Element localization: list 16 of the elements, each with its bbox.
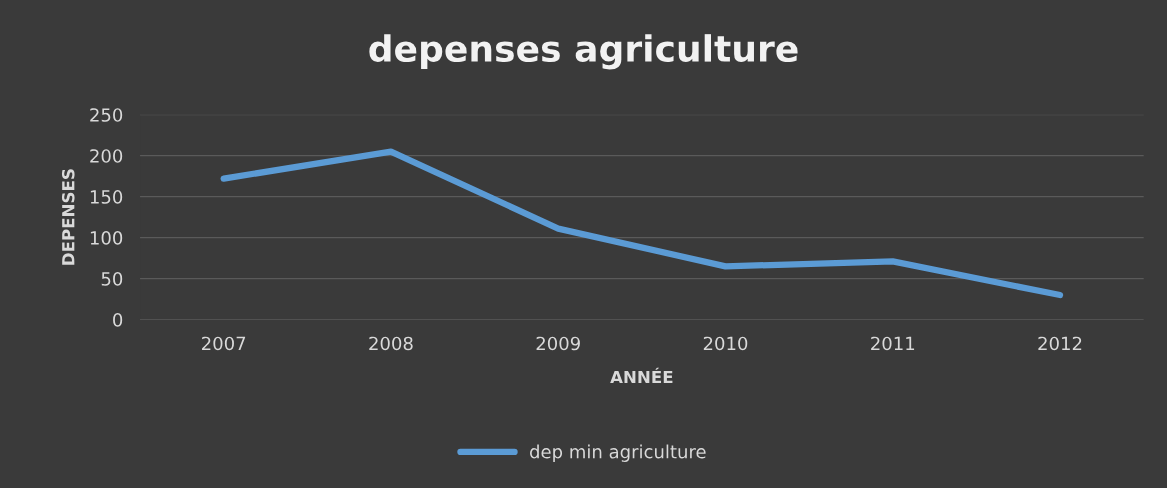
y-tick-label: 50 [101, 272, 123, 286]
x-tick-label: 2012 [1038, 336, 1082, 351]
y-tick-label: 0 [113, 313, 123, 327]
y-tick-label: 100 [90, 231, 123, 245]
x-axis-title: ANNÉE [610, 367, 673, 384]
x-tick-label: 2010 [703, 336, 748, 351]
legend-label: dep min agriculture [530, 444, 706, 462]
y-tick-label: 250 [90, 108, 123, 122]
x-tick-label: 2009 [536, 336, 580, 351]
y-axis-title: DEPENSES [61, 169, 75, 265]
x-tick-label: 2008 [369, 336, 413, 351]
chart-title: depenses agriculture [369, 34, 798, 70]
x-tick-label: 2011 [871, 336, 915, 351]
x-tick-label: 2007 [202, 336, 246, 351]
y-tick-label: 200 [90, 149, 123, 163]
y-tick-label: 150 [90, 190, 123, 204]
